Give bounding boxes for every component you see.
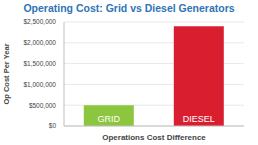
svg-text:GRID: GRID	[98, 114, 121, 124]
svg-text:$0: $0	[49, 122, 57, 129]
svg-text:$500,000: $500,000	[29, 102, 56, 109]
svg-text:Op Cost Per Year: Op Cost Per Year	[8, 43, 11, 104]
svg-text:DIESEL: DIESEL	[183, 114, 215, 124]
html-text:Operating Cost: Grid vs Diesel: Operating Cost: Grid vs Diesel Generator…	[23, 2, 235, 14]
svg-text:$1,500,000: $1,500,000	[23, 60, 56, 67]
svg-text:$2,000,000: $2,000,000	[23, 39, 56, 46]
svg-text:$1,000,000: $1,000,000	[23, 81, 56, 88]
svg-text:Operations Cost Difference: Operations Cost Difference	[102, 133, 206, 142]
svg-text:$2,500,000: $2,500,000	[23, 18, 56, 25]
